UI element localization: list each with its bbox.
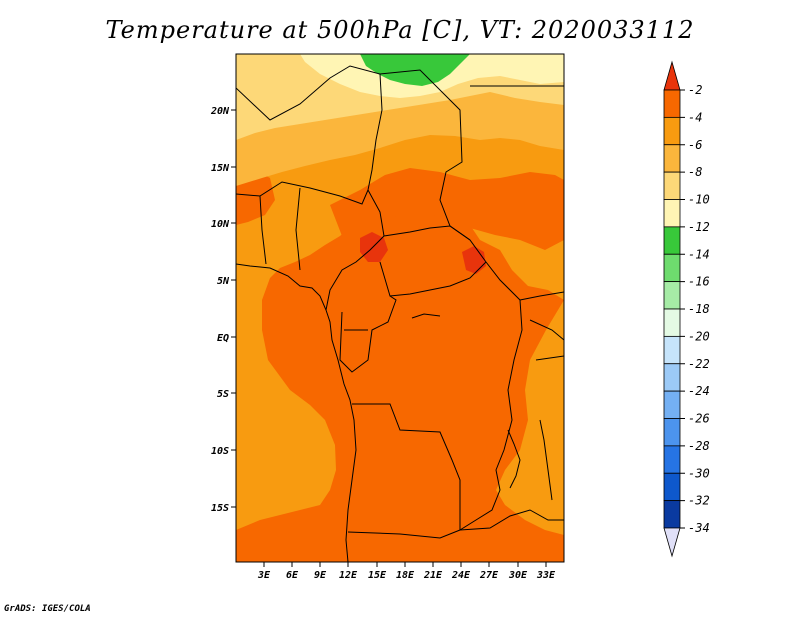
colorbar-band [663, 363, 681, 392]
border-north-2 [379, 69, 471, 241]
colorbar-label: -20 [688, 329, 710, 343]
colorbar-band [663, 308, 681, 337]
colorbar-label: -22 [688, 357, 710, 371]
border-southeast [459, 509, 564, 531]
colorbar-band [663, 281, 681, 310]
map-title: Temperature at 500hPa [C], VT: 202003311… [105, 16, 695, 44]
colorbar-label: -28 [688, 439, 710, 453]
lat-tick-label: 10N [211, 219, 230, 230]
field-minus4-north [330, 168, 564, 250]
border-central-2 [383, 225, 521, 301]
colorbar-band [663, 445, 681, 474]
colorbar-band [663, 171, 681, 200]
border-angola-south [347, 529, 461, 539]
colorbar-label: -16 [688, 275, 710, 289]
colorbar-label: -8 [688, 165, 702, 179]
longitude-axis: 3E 6E 9E 12E 15E 18E 21E 24E 27E 30E 33E [257, 562, 556, 581]
lat-tick-label: 10S [211, 446, 229, 457]
field-minus6-region [236, 54, 564, 530]
lon-tick-label: 12E [339, 570, 358, 581]
lon-tick-label: 18E [396, 570, 415, 581]
lon-tick-label: 30E [508, 570, 528, 581]
border-north-1 [236, 65, 383, 191]
colorbar-label: -10 [688, 193, 710, 207]
colorbar-label: -30 [688, 466, 710, 480]
border-congo-1 [339, 295, 397, 373]
border-east-2 [529, 319, 564, 341]
lat-tick-label: 15S [211, 503, 229, 514]
field-minus4-west [236, 170, 275, 225]
latitude-axis: 20N 15N 10N 5N EQ 5S 10S 15S [210, 106, 236, 514]
lon-tick-label: 24E [451, 570, 471, 581]
lon-tick-label: 6E [286, 570, 299, 581]
border-angola-north [352, 403, 461, 530]
colorbar-label: -32 [688, 494, 710, 508]
lat-tick-label: EQ [217, 333, 229, 344]
credit-text: GrADS: IGES/COLA [4, 604, 91, 614]
colorbar-band [663, 144, 681, 173]
lake-edge [411, 313, 441, 319]
colorbar-label: -2 [688, 83, 702, 97]
lat-tick-label: 5N [217, 276, 230, 287]
temperature-field [236, 54, 564, 562]
lat-tick-label: 20N [210, 106, 230, 117]
colorbar-top-arrow [663, 60, 681, 91]
colorbar-band [663, 500, 681, 529]
lon-tick-label: 9E [314, 570, 327, 581]
colorbar-band [663, 390, 681, 419]
lon-tick-label: 27E [479, 570, 499, 581]
colorbar-label: -26 [688, 412, 710, 426]
colorbar-label: -4 [688, 110, 702, 124]
colorbar-band [663, 418, 681, 447]
lon-tick-label: 3E [257, 570, 271, 581]
colorbar-label: -6 [688, 138, 702, 152]
colorbar-bottom-arrow [663, 527, 681, 558]
lon-tick-label: 15E [368, 570, 387, 581]
colorbar-band [663, 199, 681, 228]
border-east-1 [519, 291, 564, 301]
lat-tick-label: 15N [211, 163, 230, 174]
colorbar-label: -24 [688, 384, 710, 398]
border-west-2 [295, 187, 301, 271]
border-central-1 [325, 189, 385, 311]
colorbar-band [663, 335, 681, 365]
lon-tick-label: 21E [423, 570, 443, 581]
boundaries [236, 65, 564, 562]
colorbar-band [663, 116, 681, 146]
colorbar: -2 -4 -6 -8 -10 -12 -14 -16 -18 -20 -22 -24 -26 -28 -3… [663, 60, 710, 558]
colorbar-band [663, 253, 681, 283]
lake-edge [539, 419, 553, 501]
colorbar-label: -12 [688, 220, 710, 234]
colorbar-label: -34 [688, 521, 710, 535]
colorbar-band [663, 226, 681, 255]
lat-tick-label: 5S [217, 389, 229, 400]
border-drc-east [459, 299, 523, 531]
lon-tick-label: 33E [536, 570, 556, 581]
colorbar-band [663, 472, 681, 502]
colorbar-label: -14 [688, 247, 710, 261]
colorbar-band [663, 89, 681, 118]
border-west-1 [259, 195, 267, 265]
border-east-3 [535, 355, 564, 361]
colorbar-label: -18 [688, 302, 710, 316]
lake-edge [507, 429, 521, 489]
map-frame [235, 53, 565, 563]
coastline-west [236, 263, 357, 562]
